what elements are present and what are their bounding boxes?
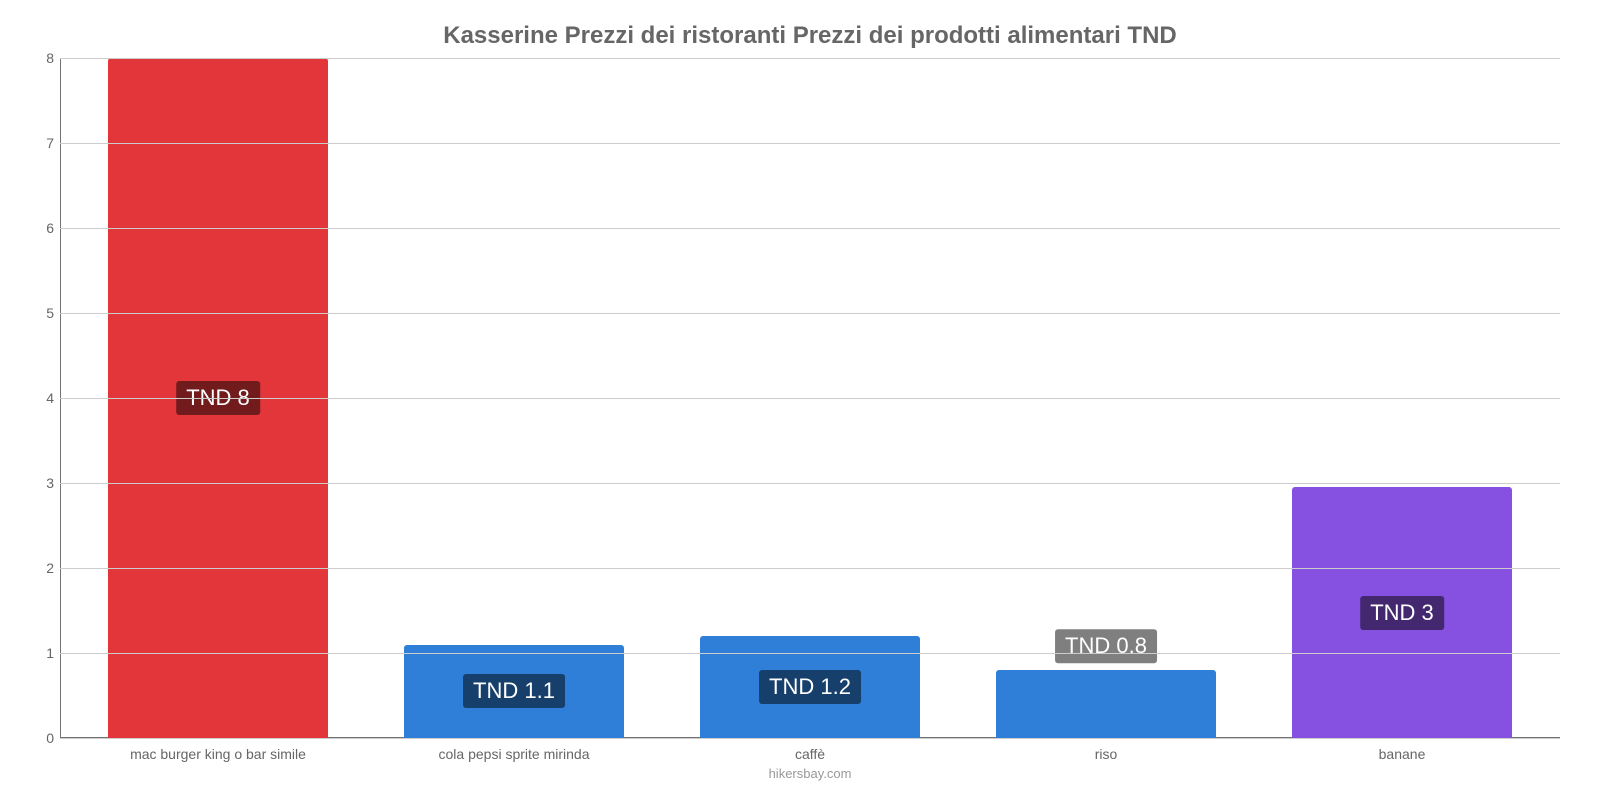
bar-value-label: TND 1.1	[463, 674, 565, 708]
x-tick-label: riso	[958, 746, 1254, 762]
y-tick-label: 0	[24, 730, 54, 746]
x-tick-label: mac burger king o bar simile	[70, 746, 366, 762]
bar-value-label: TND 1.2	[759, 670, 861, 704]
y-tick-label: 2	[24, 560, 54, 576]
plot-area: TND 8TND 1.1TND 1.2TND 0.8TND 3 01234567…	[60, 58, 1560, 738]
chart-title: Kasserine Prezzi dei ristoranti Prezzi d…	[60, 22, 1560, 50]
y-tick-label: 7	[24, 135, 54, 151]
bar: TND 0.8	[996, 670, 1215, 738]
bar: TND 3	[1292, 487, 1511, 738]
grid-line	[60, 143, 1560, 144]
x-tick-label: caffè	[662, 746, 958, 762]
grid-line	[60, 58, 1560, 59]
x-tick-label: banane	[1254, 746, 1550, 762]
chart-footer: hikersbay.com	[60, 766, 1560, 781]
bar-value-label: TND 0.8	[1055, 629, 1157, 663]
y-tick-label: 4	[24, 390, 54, 406]
bar: TND 1.1	[404, 645, 623, 739]
y-tick-label: 1	[24, 645, 54, 661]
x-axis: mac burger king o bar similecola pepsi s…	[60, 738, 1560, 762]
bar-value-label: TND 3	[1360, 596, 1444, 630]
y-tick-label: 8	[24, 50, 54, 66]
grid-line	[60, 738, 1560, 739]
grid-line	[60, 568, 1560, 569]
price-chart: Kasserine Prezzi dei ristoranti Prezzi d…	[0, 0, 1600, 800]
y-tick-label: 5	[24, 305, 54, 321]
x-tick-label: cola pepsi sprite mirinda	[366, 746, 662, 762]
y-tick-label: 3	[24, 475, 54, 491]
grid-line	[60, 653, 1560, 654]
bar: TND 1.2	[700, 636, 919, 738]
grid-line	[60, 313, 1560, 314]
y-tick-label: 6	[24, 220, 54, 236]
grid-line	[60, 483, 1560, 484]
grid-line	[60, 228, 1560, 229]
grid-line	[60, 398, 1560, 399]
